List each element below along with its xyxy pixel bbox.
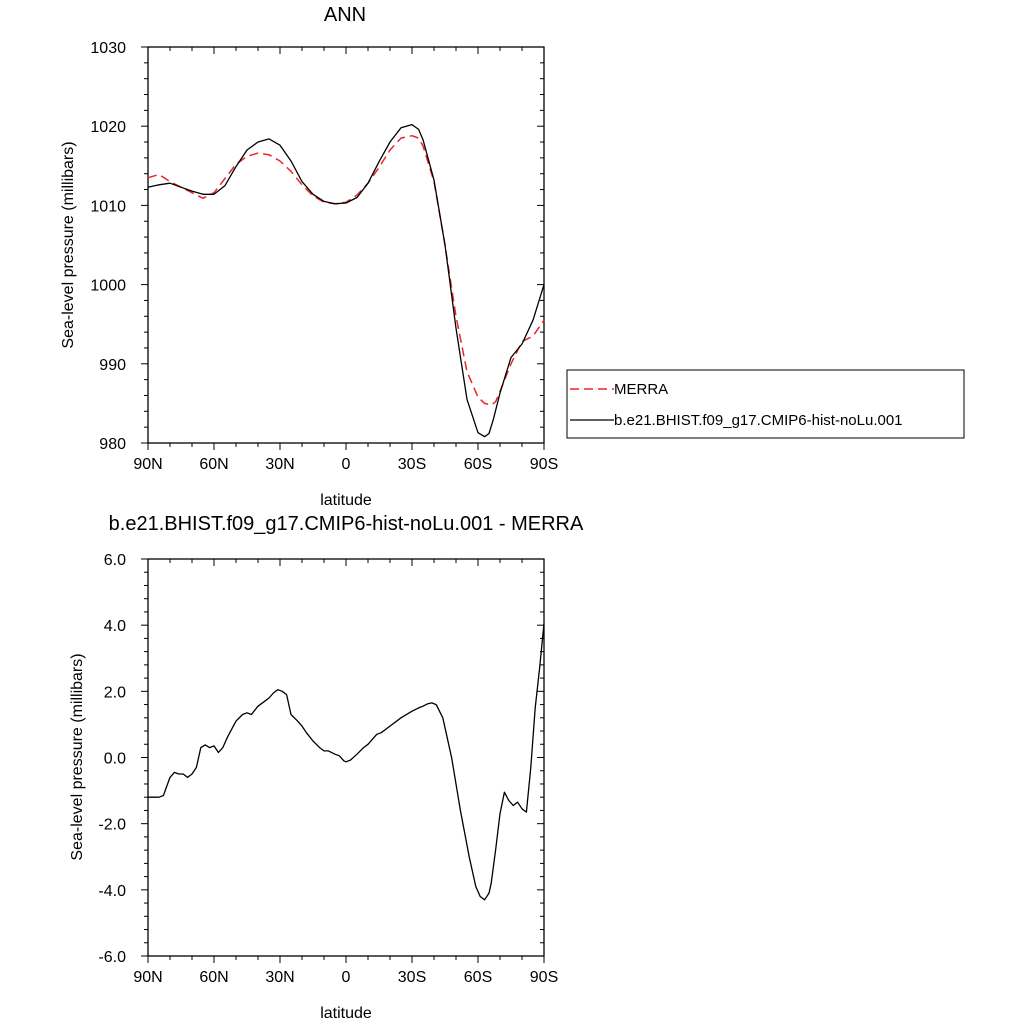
top-series-lines — [147, 123, 545, 438]
y-tick-label: 1010 — [90, 198, 126, 215]
y-tick-label: 4.0 — [104, 618, 126, 635]
bottom-x-tick-labels: 90N 60N 30N 0 30S 60S 90S — [133, 969, 558, 986]
top-plot-frame — [147, 46, 545, 444]
top-panel: ANN 90N 60N 30N 0 30S 60S 90S 980 990 1000 1010 10… — [60, 4, 558, 509]
x-tick-label: 90N — [133, 456, 162, 473]
bottom-y-axis-label: Sea-level pressure (millibars) — [69, 653, 86, 860]
x-tick-label: 60S — [464, 969, 492, 986]
legend-label-model: b.e21.BHIST.f09_g17.CMIP6-hist-noLu.001 — [614, 412, 903, 429]
bottom-panel: b.e21.BHIST.f09_g17.CMIP6-hist-noLu.001 … — [69, 513, 584, 1022]
bottom-chart-title: b.e21.BHIST.f09_g17.CMIP6-hist-noLu.001 … — [109, 513, 584, 535]
bottom-x-axis-label: latitude — [320, 1005, 372, 1022]
bottom-series-lines — [148, 623, 545, 901]
top-tick-marks — [141, 46, 545, 450]
y-tick-label: 1020 — [90, 119, 126, 136]
bottom-plot-frame — [147, 558, 545, 957]
legend-label-merra: MERRA — [614, 381, 668, 398]
y-tick-label: 0.0 — [104, 751, 126, 768]
series-line-difference — [148, 623, 545, 901]
x-tick-label: 30N — [265, 456, 294, 473]
y-tick-label: -4.0 — [98, 883, 126, 900]
x-tick-label: 90S — [530, 969, 558, 986]
y-tick-label: 2.0 — [104, 684, 126, 701]
x-tick-label: 60N — [199, 456, 228, 473]
legend-box — [566, 369, 965, 439]
top-chart-title: ANN — [324, 4, 366, 26]
series-line-merra — [147, 134, 545, 406]
top-y-tick-labels: 980 990 1000 1010 1020 1030 — [90, 40, 126, 453]
series-line-b-e21-bhist-f09-g17-cmip6-hist-nolu-001 — [147, 123, 545, 438]
x-tick-label: 90S — [530, 456, 558, 473]
top-x-tick-labels: 90N 60N 30N 0 30S 60S 90S — [133, 456, 558, 473]
top-x-axis-label: latitude — [320, 492, 372, 509]
x-tick-label: 90N — [133, 969, 162, 986]
top-y-axis-label: Sea-level pressure (millibars) — [60, 141, 77, 348]
y-tick-label: 6.0 — [104, 552, 126, 569]
bottom-y-tick-labels: -6.0 -4.0 -2.0 0.0 2.0 4.0 6.0 — [98, 552, 126, 966]
x-tick-label: 30N — [265, 969, 294, 986]
x-tick-label: 60N — [199, 969, 228, 986]
y-tick-label: 1030 — [90, 40, 126, 57]
y-tick-label: 1000 — [90, 278, 126, 295]
y-tick-label: 980 — [99, 436, 126, 453]
y-tick-label: 990 — [99, 357, 126, 374]
x-tick-label: 30S — [398, 456, 426, 473]
x-tick-label: 30S — [398, 969, 426, 986]
x-tick-label: 60S — [464, 456, 492, 473]
bottom-tick-marks — [141, 558, 545, 963]
x-tick-label: 0 — [342, 969, 351, 986]
legend: MERRA b.e21.BHIST.f09_g17.CMIP6-hist-noL… — [566, 369, 965, 439]
x-tick-label: 0 — [342, 456, 351, 473]
y-tick-label: -2.0 — [98, 817, 126, 834]
y-tick-label: -6.0 — [98, 949, 126, 966]
